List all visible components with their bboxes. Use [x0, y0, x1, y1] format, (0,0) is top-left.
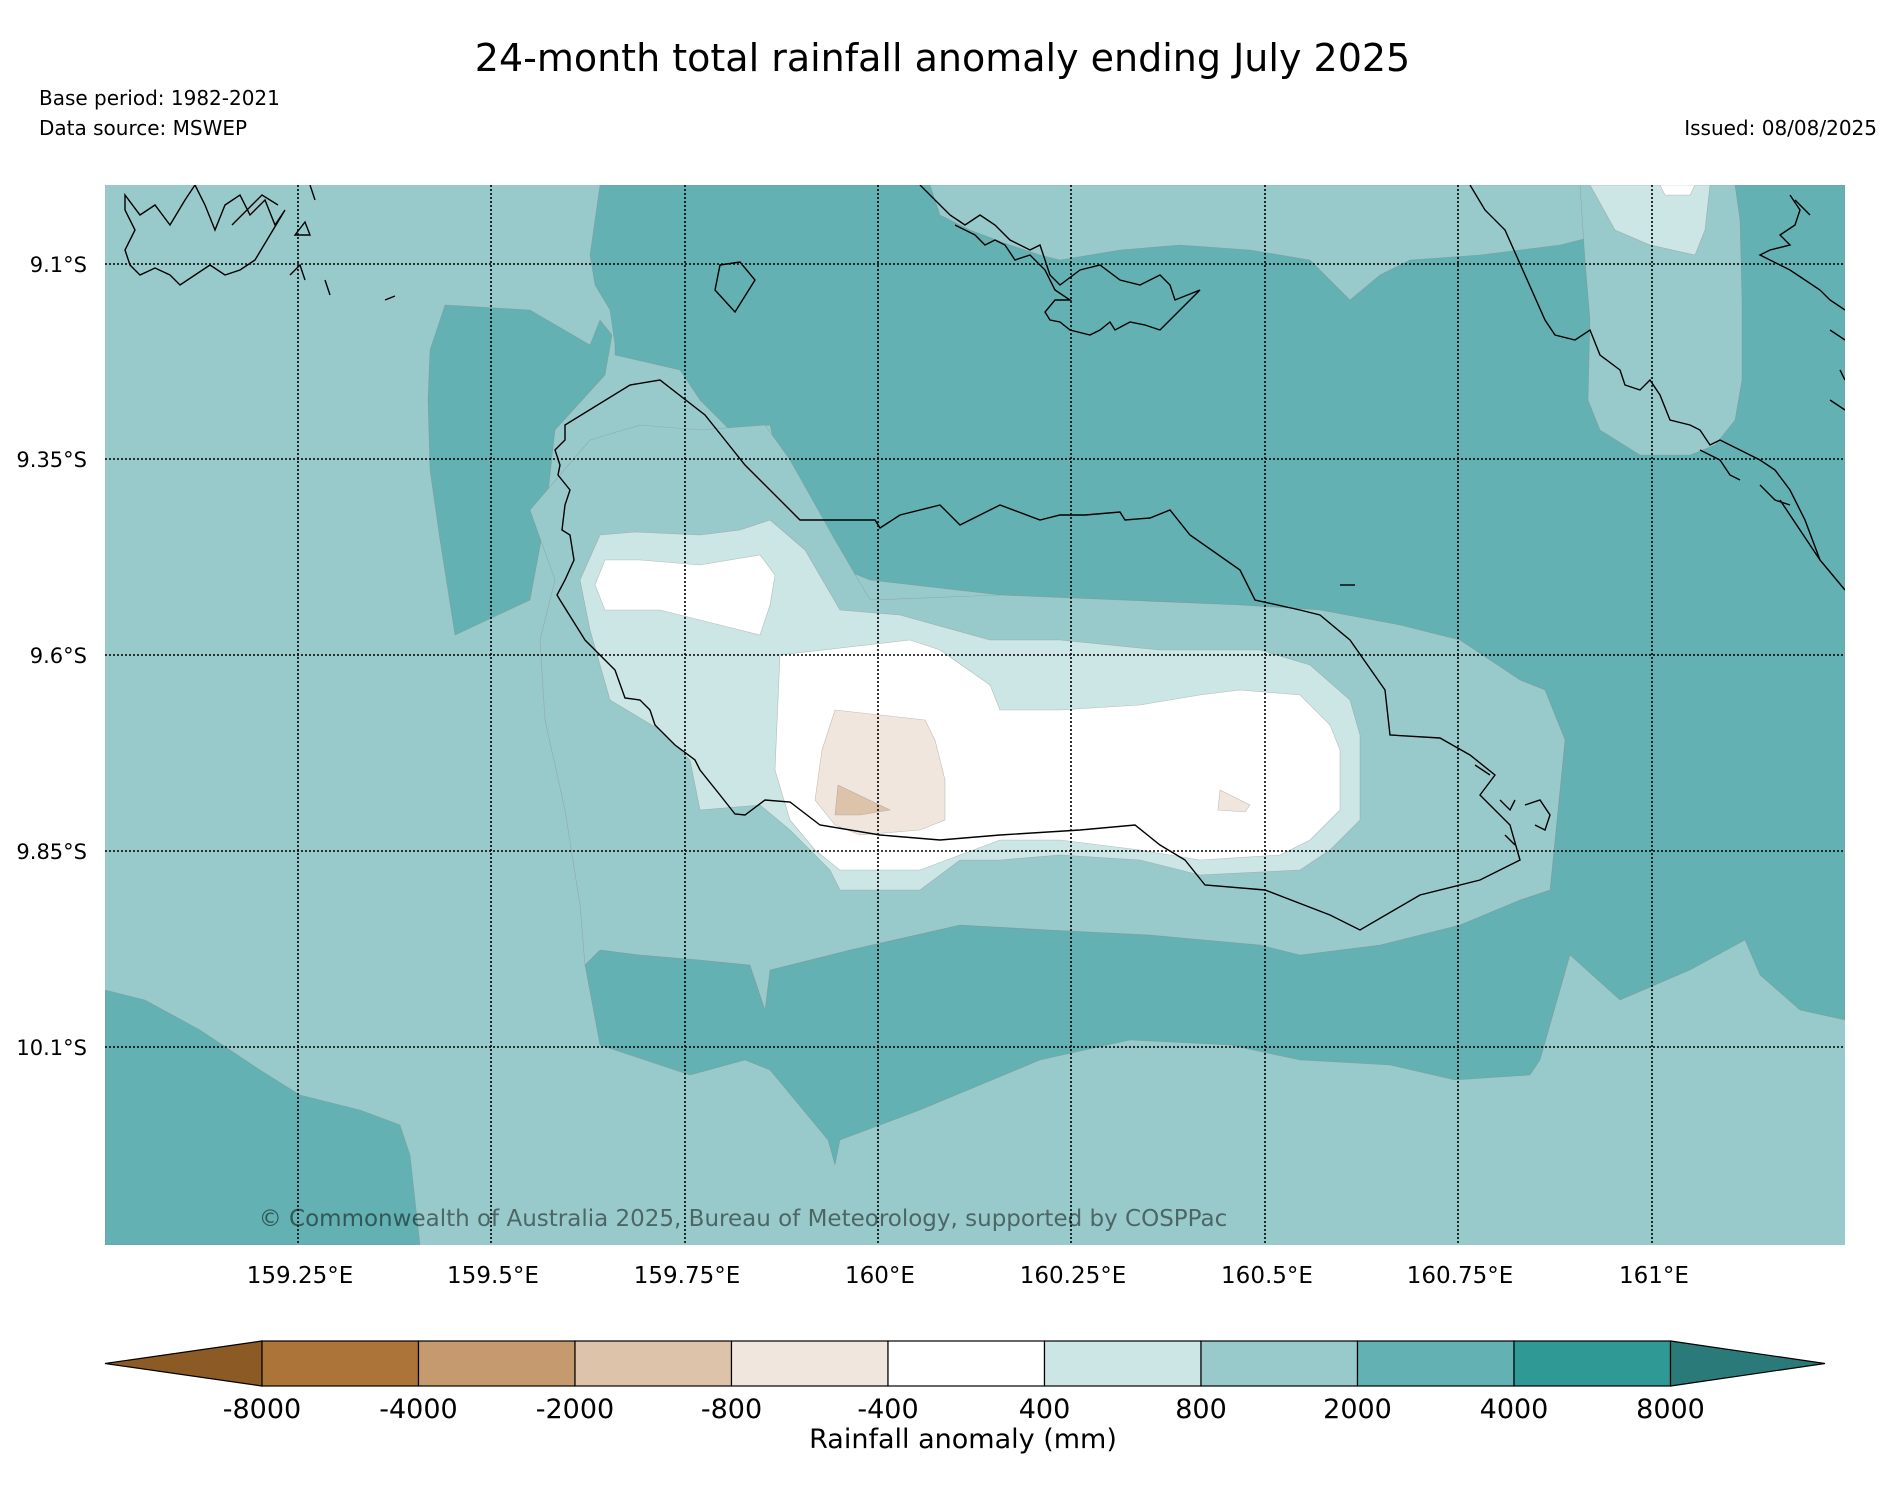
colorbar-segment	[730, 1340, 889, 1387]
colorbar-tick-label: -8000	[223, 1394, 301, 1425]
coastline-islet-6	[1829, 329, 1845, 341]
coastline-malaita-north	[1758, 194, 1845, 311]
coastline-malaita	[1469, 185, 1845, 591]
coastline-islet-11	[1499, 799, 1516, 812]
graticule	[105, 185, 1845, 1245]
longitude-label: 159.75°E	[634, 1263, 741, 1289]
colorbar-tick-label: 2000	[1323, 1394, 1392, 1425]
colorbar-tick-label: 8000	[1636, 1394, 1705, 1425]
coastline-islet-10	[1474, 764, 1491, 776]
contour-400-800-northeast	[1589, 185, 1711, 256]
coastline-islet-4	[384, 295, 396, 301]
colorbar-tick-label: -800	[701, 1394, 762, 1425]
latitude-label: 9.35°S	[16, 448, 87, 472]
longitude-label: 160.5°E	[1221, 1263, 1313, 1289]
colorbar-extend-low	[104, 1340, 263, 1387]
colorbar-segment	[1043, 1340, 1202, 1387]
coastline-russell-islands	[124, 185, 286, 286]
issued-date-text: Issued: 08/08/2025	[1684, 116, 1877, 140]
longitude-label: 160.25°E	[1020, 1263, 1127, 1289]
contour-neg800-neg2000	[834, 784, 891, 816]
contour-neg400-neg800	[814, 709, 946, 836]
colorbar: -8000 -4000 -2000 -800 -400 400 800 2000 4000 800…	[104, 1340, 1826, 1425]
colorbar-segment	[574, 1340, 733, 1387]
latitude-label: 9.85°S	[16, 840, 87, 864]
coastlines	[124, 185, 1845, 931]
longitude-label: 159.5°E	[447, 1263, 539, 1289]
longitude-label: 160.75°E	[1407, 1263, 1514, 1289]
coastline-malaita-fragment	[1699, 449, 1741, 481]
colorbar-tick-label: -4000	[379, 1394, 457, 1425]
latitude-label: 10.1°S	[16, 1036, 87, 1060]
colorbar-segment	[887, 1340, 1046, 1387]
coastline-islet-3	[324, 279, 331, 296]
colorbar-extend-high	[1669, 1340, 1826, 1387]
coastline-islet-14	[1839, 369, 1845, 381]
colorbar-title: Rainfall anomaly (mm)	[809, 1424, 1117, 1455]
coastline-islet-1	[293, 220, 312, 236]
coastline-islet-12	[1524, 799, 1551, 831]
colorbar-tick-label: 800	[1175, 1394, 1227, 1425]
coastline-malaita-bay	[1759, 484, 1791, 506]
latitude-label: 9.6°S	[30, 644, 87, 668]
longitude-label: 160°E	[845, 1263, 915, 1289]
longitude-labels: 159.25°E 159.5°E 159.75°E 160°E 160.25°E 160.…	[247, 1263, 1689, 1289]
coastline-islet-5	[309, 185, 316, 201]
longitude-label: 159.25°E	[247, 1263, 354, 1289]
copyright-text: © Commonwealth of Australia 2025, Bureau…	[259, 1206, 1228, 1232]
coastline-islet-8	[1794, 199, 1811, 216]
data-source-text: Data source: MSWEP	[39, 116, 248, 140]
colorbar-segment	[1513, 1340, 1672, 1387]
colorbar-segment	[1200, 1340, 1359, 1387]
colorbar-tick-label: -400	[857, 1394, 918, 1425]
latitude-label: 9.1°S	[30, 253, 87, 277]
base-period-text: Base period: 1982-2021	[39, 86, 280, 110]
coastline-islet-7	[1829, 399, 1845, 411]
anomaly-contours	[105, 185, 1845, 1245]
contour-800-2000-northeast	[1579, 185, 1743, 456]
colorbar-tick-label: 4000	[1480, 1394, 1549, 1425]
contour-neg400-neg800-east	[1217, 789, 1251, 813]
coastline-islet-13	[1504, 834, 1516, 846]
coastline-guadalcanal	[554, 379, 1521, 931]
longitude-label: 161°E	[1619, 1263, 1689, 1289]
coastline-islet-2	[289, 263, 306, 281]
coastline-florida-islands	[919, 185, 1201, 336]
map-title: 24-month total rainfall anomaly ending J…	[474, 36, 1411, 80]
latitude-labels: 9.1°S 9.35°S 9.6°S 9.85°S 10.1°S	[16, 253, 87, 1060]
coastline-savo	[714, 261, 756, 314]
colorbar-segment	[1356, 1340, 1515, 1387]
colorbar-tick-label: 400	[1019, 1394, 1071, 1425]
colorbar-segment	[417, 1340, 576, 1387]
contour-white-northeast	[1659, 185, 1696, 196]
contour-2000-4000-southwest	[105, 989, 421, 1245]
coastline-malaita-dash	[1779, 499, 1821, 561]
colorbar-tick-label: -2000	[536, 1394, 614, 1425]
coastline-russell-fragment	[231, 194, 279, 226]
colorbar-segment	[261, 1340, 420, 1387]
